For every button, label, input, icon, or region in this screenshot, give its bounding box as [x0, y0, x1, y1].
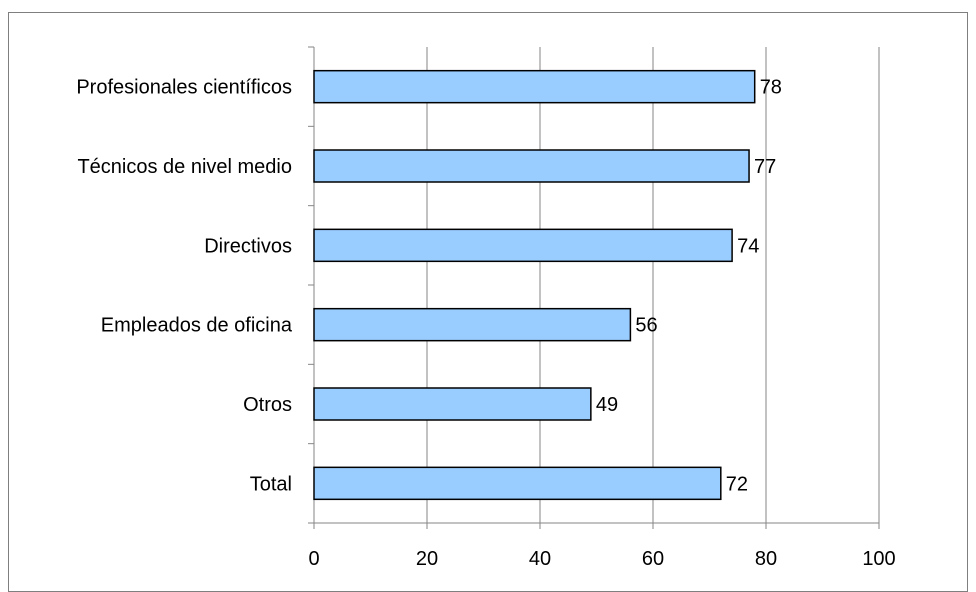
bar-chart: 0 20 40 60 80 100 Profesionales científicos 78 T…: [76, 46, 896, 569]
x-tick-label-40: 40: [529, 548, 551, 569]
category-label-5: Total: [250, 473, 292, 495]
x-tick-label-60: 60: [642, 548, 664, 569]
category-label-1: Técnicos de nivel medio: [77, 156, 292, 178]
data-label-3: 56: [635, 315, 657, 337]
data-label-2: 74: [737, 235, 759, 257]
labels: 0 20 40 60 80 100 Profesionales científicos 78 T…: [76, 77, 895, 569]
category-label-0: Profesionales científicos: [76, 77, 292, 99]
data-label-0: 78: [760, 77, 782, 99]
x-tick-label-100: 100: [862, 548, 895, 569]
data-label-1: 77: [754, 156, 776, 178]
data-label-5: 72: [726, 473, 748, 495]
axes: [308, 46, 880, 529]
x-tick-label-80: 80: [755, 548, 777, 569]
data-label-4: 49: [596, 394, 618, 416]
bar-1: [313, 149, 750, 183]
gridlines: [426, 47, 880, 523]
bar-5: [313, 466, 722, 501]
category-label-4: Otros: [243, 394, 292, 416]
bar-3: [313, 307, 632, 342]
bar-0: [313, 69, 756, 104]
category-label-3: Empleados de oficina: [101, 315, 293, 337]
bar-4: [313, 387, 592, 421]
category-label-2: Directivos: [204, 235, 292, 257]
bar-2: [313, 228, 733, 263]
x-tick-label-20: 20: [416, 548, 438, 569]
bars: [313, 69, 756, 501]
x-tick-label-0: 0: [308, 548, 319, 569]
